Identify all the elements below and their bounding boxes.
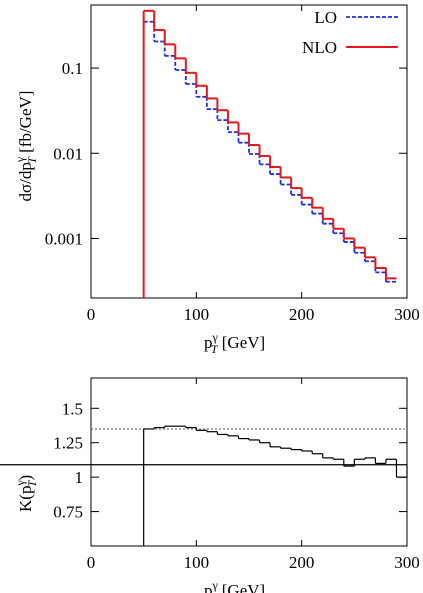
x-tick-label: 0 [87,553,96,572]
label-base: K(p [16,486,35,512]
plot-frame [90,377,408,547]
label-rest: ) [16,475,35,481]
y-tick-label: 0.75 [53,503,83,522]
plot-frame [90,4,408,299]
label-base: dσ/dp [16,162,35,201]
y-tick-label: 1.25 [53,434,83,453]
label-rest: [fb/GeV] [16,91,35,158]
x-tick-label: 300 [394,305,420,324]
y-tick-label: 0.01 [53,144,83,163]
label-sup: γ [13,156,27,163]
x-tick-label: 0 [87,305,96,324]
label-sup: γ [212,330,219,344]
label-base: p [204,581,213,593]
x-tick-label: 200 [289,553,315,572]
y-tick-label: 0.001 [45,229,83,248]
label-sub: T [25,479,39,487]
label-sup: γ [13,480,27,487]
label-sub: T [25,156,39,164]
x-tick-label: 300 [394,553,420,572]
label-sub: T [211,342,219,356]
x-tick-label: 200 [289,305,315,324]
axis-label: dσ/dpγT [fb/GeV] [13,91,39,202]
legend-label: NLO [302,38,337,57]
label-rest: [GeV] [218,581,266,593]
y-tick-label: 1.5 [62,399,83,418]
axis-label: K(pγT) [13,475,39,512]
label-sup: γ [212,578,219,592]
label-rest: [GeV] [218,333,266,352]
axis-label: pγT [GeV] [204,578,265,593]
y-tick-label: 0.1 [62,59,83,78]
label-base: p [204,333,213,352]
label-sub: T [211,590,219,593]
x-tick-label: 100 [184,553,210,572]
x-tick-label: 100 [184,305,210,324]
y-tick-label: 1 [75,468,84,487]
legend-label: LO [314,8,337,27]
